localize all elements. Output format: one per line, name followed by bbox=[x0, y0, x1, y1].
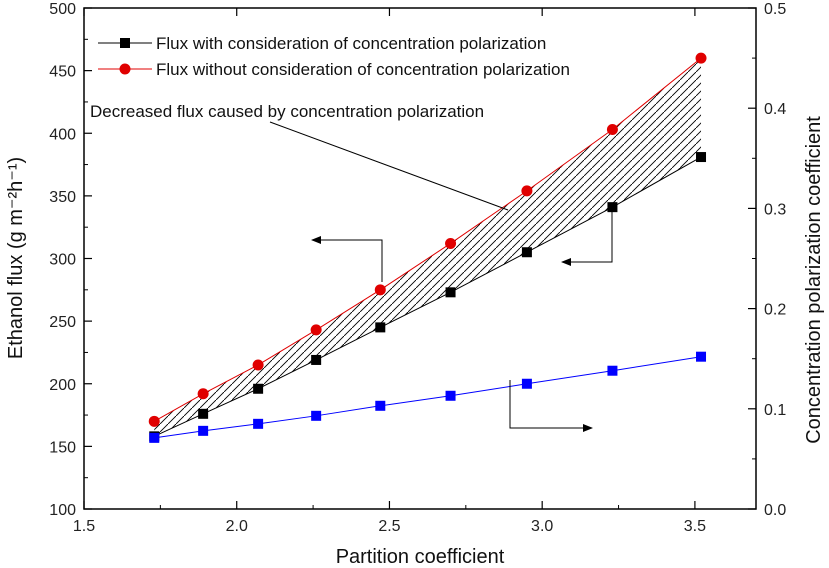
point-cp-coefficient-5 bbox=[445, 390, 456, 401]
point-without-cp-6 bbox=[521, 185, 533, 197]
point-cp-coefficient-2 bbox=[253, 418, 264, 429]
point-with-cp-5 bbox=[445, 287, 456, 298]
x-tick-label-3: 3.0 bbox=[531, 518, 553, 535]
right-axis-arrow bbox=[509, 380, 593, 432]
y2-tick-label-1: 0.1 bbox=[764, 402, 786, 419]
point-with-cp-8 bbox=[696, 152, 707, 163]
y2-axis-title: Concentration polarization coefficient bbox=[803, 116, 825, 444]
point-without-cp-7 bbox=[606, 123, 618, 135]
hatch-band bbox=[154, 58, 702, 437]
legend-label-with-cp: Flux with consideration of concentration… bbox=[156, 34, 546, 53]
x-tick-label-2: 2.5 bbox=[378, 518, 400, 535]
x-tick-label-0: 1.5 bbox=[73, 518, 95, 535]
point-with-cp-7 bbox=[607, 202, 618, 213]
point-without-cp-2 bbox=[252, 359, 264, 371]
point-cp-coefficient-6 bbox=[521, 378, 532, 389]
series-markers bbox=[148, 52, 707, 443]
point-without-cp-1 bbox=[197, 388, 209, 400]
tick-labels: 1.5 2.0 2.5 3.0 3.5 100 150 200 250 300 350 400 450 5… bbox=[49, 1, 786, 535]
y-tick-label-6: 400 bbox=[49, 126, 76, 143]
y-tick-label-7: 450 bbox=[49, 64, 76, 81]
point-cp-coefficient-4 bbox=[375, 400, 386, 411]
y-axis-title: Ethanol flux (g m⁻²h⁻¹) bbox=[5, 157, 27, 359]
y-tick-label-3: 250 bbox=[49, 314, 76, 331]
decreased-flux-region bbox=[154, 58, 702, 437]
y-tick-label-5: 350 bbox=[49, 189, 76, 206]
annotation-leader-line bbox=[269, 121, 509, 211]
y-tick-label-1: 150 bbox=[49, 439, 76, 456]
y-tick-label-2: 200 bbox=[49, 377, 76, 394]
point-without-cp-4 bbox=[374, 284, 386, 296]
point-with-cp-3 bbox=[311, 354, 322, 365]
legend-circle-icon bbox=[119, 63, 131, 75]
annotation-decreased-flux: Decreased flux caused by concentration p… bbox=[90, 102, 484, 121]
point-with-cp-6 bbox=[521, 247, 532, 258]
point-cp-coefficient-0 bbox=[149, 432, 160, 443]
y2-tick-label-3: 0.3 bbox=[764, 201, 786, 218]
x-tick-label-4: 3.5 bbox=[684, 518, 706, 535]
x-axis-title: Partition coefficient bbox=[336, 546, 505, 568]
y-tick-label-0: 100 bbox=[49, 502, 76, 519]
y-tick-label-8: 500 bbox=[49, 1, 76, 18]
point-cp-coefficient-8 bbox=[696, 351, 707, 362]
y2-tick-label-2: 0.2 bbox=[764, 302, 786, 319]
x-tick-label-1: 2.0 bbox=[226, 518, 248, 535]
left-axis-arrow bbox=[311, 236, 383, 282]
left-axis-arrow-2 bbox=[561, 208, 613, 266]
y2-tick-label-5: 0.5 bbox=[764, 1, 786, 18]
y2-tick-label-0: 0.0 bbox=[764, 502, 786, 519]
point-without-cp-5 bbox=[445, 237, 457, 249]
point-with-cp-2 bbox=[253, 383, 264, 394]
y2-tick-label-4: 0.4 bbox=[764, 101, 786, 118]
legend: Flux with consideration of concentration… bbox=[98, 34, 570, 79]
point-cp-coefficient-7 bbox=[607, 365, 618, 376]
axis-ticks bbox=[83, 7, 756, 510]
point-without-cp-8 bbox=[695, 52, 707, 64]
point-with-cp-4 bbox=[375, 322, 386, 333]
point-cp-coefficient-3 bbox=[311, 410, 322, 421]
y-tick-label-4: 300 bbox=[49, 252, 76, 269]
point-cp-coefficient-1 bbox=[198, 425, 209, 436]
legend-label-without-cp: Flux without consideration of concentrat… bbox=[156, 60, 570, 79]
point-without-cp-3 bbox=[310, 324, 322, 336]
point-with-cp-1 bbox=[198, 408, 209, 419]
point-without-cp-0 bbox=[148, 415, 160, 427]
legend-square-icon bbox=[120, 38, 130, 48]
